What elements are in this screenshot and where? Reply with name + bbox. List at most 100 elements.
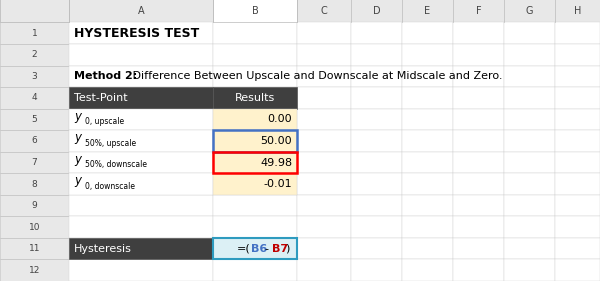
- Text: 5: 5: [32, 115, 37, 124]
- Text: H: H: [574, 6, 581, 15]
- Bar: [0, 0, 600, 22]
- Bar: [213, 238, 297, 259]
- Text: 9: 9: [32, 201, 37, 210]
- Bar: [351, 173, 402, 195]
- Text: y: y: [74, 174, 81, 187]
- Bar: [402, 22, 453, 44]
- Bar: [351, 65, 402, 87]
- Text: 12: 12: [29, 266, 40, 275]
- Bar: [69, 130, 213, 152]
- Text: -: -: [265, 244, 269, 254]
- Bar: [297, 173, 351, 195]
- Text: Hysteresis: Hysteresis: [74, 244, 131, 254]
- Bar: [402, 44, 453, 65]
- Bar: [453, 173, 504, 195]
- Bar: [0, 65, 69, 87]
- Text: 10: 10: [29, 223, 40, 232]
- Bar: [297, 65, 351, 87]
- Bar: [0, 238, 69, 259]
- Text: 1: 1: [32, 29, 37, 38]
- Bar: [297, 109, 351, 130]
- Bar: [213, 216, 297, 238]
- Text: =(: =(: [237, 244, 251, 254]
- Bar: [213, 259, 297, 281]
- Bar: [0, 152, 69, 173]
- Bar: [0, 195, 69, 216]
- Bar: [69, 152, 213, 173]
- Bar: [504, 65, 555, 87]
- Bar: [351, 238, 402, 259]
- Bar: [504, 195, 555, 216]
- Bar: [297, 238, 351, 259]
- Bar: [69, 109, 213, 130]
- Text: -0.01: -0.01: [263, 179, 292, 189]
- Bar: [504, 87, 555, 109]
- Text: B7: B7: [272, 244, 287, 254]
- Text: F: F: [476, 6, 481, 15]
- Bar: [351, 130, 402, 152]
- Bar: [453, 65, 504, 87]
- Text: HYSTERESIS TEST: HYSTERESIS TEST: [74, 27, 199, 40]
- Bar: [0, 22, 69, 44]
- Text: C: C: [320, 6, 328, 15]
- Bar: [69, 87, 213, 109]
- Bar: [69, 259, 213, 281]
- Text: 0, downscale: 0, downscale: [85, 182, 134, 191]
- Bar: [555, 87, 600, 109]
- Text: G: G: [526, 6, 533, 15]
- Bar: [453, 238, 504, 259]
- Bar: [69, 44, 213, 65]
- Bar: [453, 259, 504, 281]
- Text: Method 2:: Method 2:: [74, 71, 137, 81]
- Bar: [402, 259, 453, 281]
- Text: Difference Between Upscale and Downscale at Midscale and Zero.: Difference Between Upscale and Downscale…: [129, 71, 503, 81]
- Bar: [69, 216, 213, 238]
- Bar: [213, 152, 297, 173]
- Bar: [213, 152, 297, 173]
- Bar: [297, 152, 351, 173]
- Bar: [555, 109, 600, 130]
- Bar: [69, 238, 213, 259]
- Bar: [504, 259, 555, 281]
- Bar: [555, 238, 600, 259]
- Text: 50.00: 50.00: [260, 136, 292, 146]
- Bar: [453, 109, 504, 130]
- Bar: [213, 152, 297, 173]
- Bar: [453, 22, 504, 44]
- Text: 49.98: 49.98: [260, 158, 292, 167]
- Bar: [297, 44, 351, 65]
- Bar: [402, 238, 453, 259]
- Bar: [402, 65, 453, 87]
- Bar: [297, 216, 351, 238]
- Bar: [213, 87, 297, 109]
- Bar: [69, 22, 213, 44]
- Bar: [351, 87, 402, 109]
- Bar: [297, 87, 351, 109]
- Bar: [213, 109, 297, 130]
- Bar: [213, 173, 297, 195]
- Bar: [213, 22, 297, 44]
- Bar: [504, 22, 555, 44]
- Bar: [213, 0, 297, 22]
- Bar: [555, 195, 600, 216]
- Bar: [402, 109, 453, 130]
- Bar: [0, 216, 69, 238]
- Bar: [555, 65, 600, 87]
- Bar: [69, 65, 213, 87]
- Bar: [213, 238, 297, 259]
- Bar: [213, 173, 297, 195]
- Text: E: E: [424, 6, 431, 15]
- Bar: [69, 152, 213, 173]
- Bar: [453, 216, 504, 238]
- Text: 6: 6: [32, 137, 37, 146]
- Bar: [402, 173, 453, 195]
- Bar: [69, 195, 213, 216]
- Bar: [0, 109, 69, 130]
- Text: y: y: [74, 153, 81, 166]
- Text: B6: B6: [251, 244, 267, 254]
- Bar: [213, 87, 297, 109]
- Text: y: y: [74, 131, 81, 144]
- Bar: [504, 44, 555, 65]
- Bar: [504, 109, 555, 130]
- Bar: [453, 195, 504, 216]
